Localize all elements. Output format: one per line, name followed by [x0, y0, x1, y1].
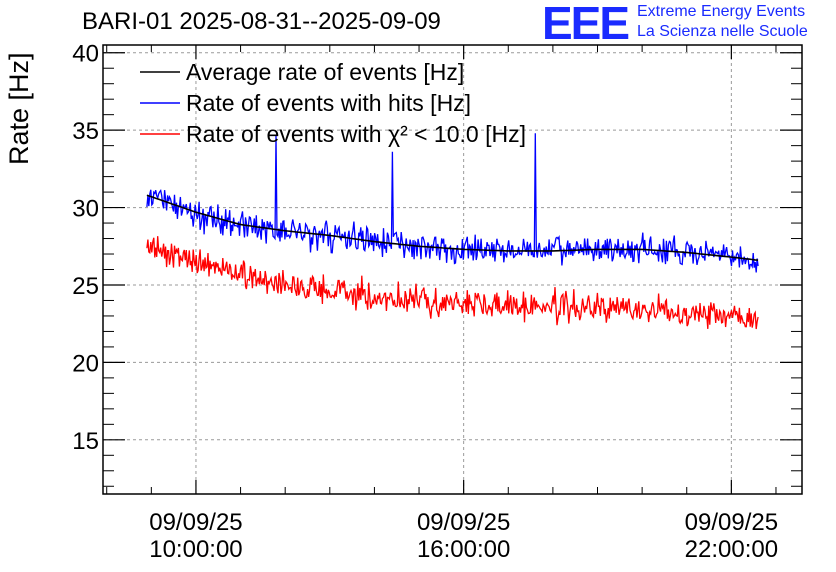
series-chi2-line — [146, 236, 759, 330]
x-tick-label-time: 10:00:00 — [149, 536, 242, 563]
legend: Average rate of events [Hz] Rate of event… — [140, 59, 526, 147]
axis-ticks — [103, 45, 802, 494]
axis-tick-labels: 15202530354009/09/2510:00:0009/09/2516:0… — [72, 41, 778, 563]
legend-label: Average rate of events [Hz] — [186, 59, 464, 85]
y-tick-label: 25 — [72, 273, 99, 300]
y-tick-label: 35 — [72, 118, 99, 145]
x-tick-label-time: 22:00:00 — [685, 536, 778, 563]
x-tick-label-date: 09/09/25 — [685, 509, 778, 536]
legend-label: Rate of events with χ² < 10.0 [Hz] — [186, 121, 526, 147]
legend-label: Rate of events with hits [Hz] — [186, 90, 471, 116]
chart-title: BARI-01 2025-08-31--2025-09-09 — [82, 8, 441, 35]
x-tick-label-date: 09/09/25 — [417, 509, 510, 536]
y-tick-label: 40 — [72, 41, 99, 68]
eee-logo: EEE — [542, 0, 630, 49]
logo-subtitle-line2: La Scienza nelle Scuole — [637, 23, 808, 40]
x-tick-label-time: 16:00:00 — [417, 536, 510, 563]
y-tick-label: 15 — [72, 428, 99, 455]
y-tick-label: 30 — [72, 196, 99, 223]
logo-subtitle-line1: Extreme Energy Events — [637, 3, 806, 20]
x-tick-label-date: 09/09/25 — [149, 509, 242, 536]
series-layer — [146, 133, 759, 330]
y-tick-label: 20 — [72, 350, 99, 377]
series-average-line — [146, 194, 759, 261]
grid-lines — [103, 45, 802, 494]
